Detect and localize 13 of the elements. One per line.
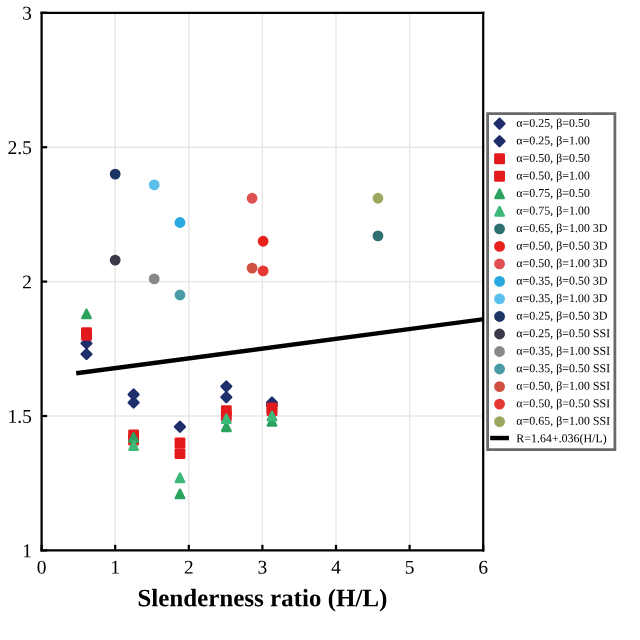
y-tick-label: 2 [23,275,31,289]
y-tick-label: 1.5 [9,409,32,424]
x-tick-label: 6 [479,560,488,574]
x-axis-title: Slenderness ratio (H/L) [138,588,387,612]
x-tick-label: 3 [258,560,267,574]
y-tick-label: 1 [23,544,31,558]
x-tick-label: 5 [405,560,414,574]
x-tick-label: 4 [331,560,341,574]
x-tick-label: 1 [112,560,119,574]
x-tick-label: 2 [184,560,193,574]
y-tick-label: 3 [23,6,32,20]
y-tick-label: 2.5 [8,141,32,155]
x-tick-label: 0 [37,560,46,574]
